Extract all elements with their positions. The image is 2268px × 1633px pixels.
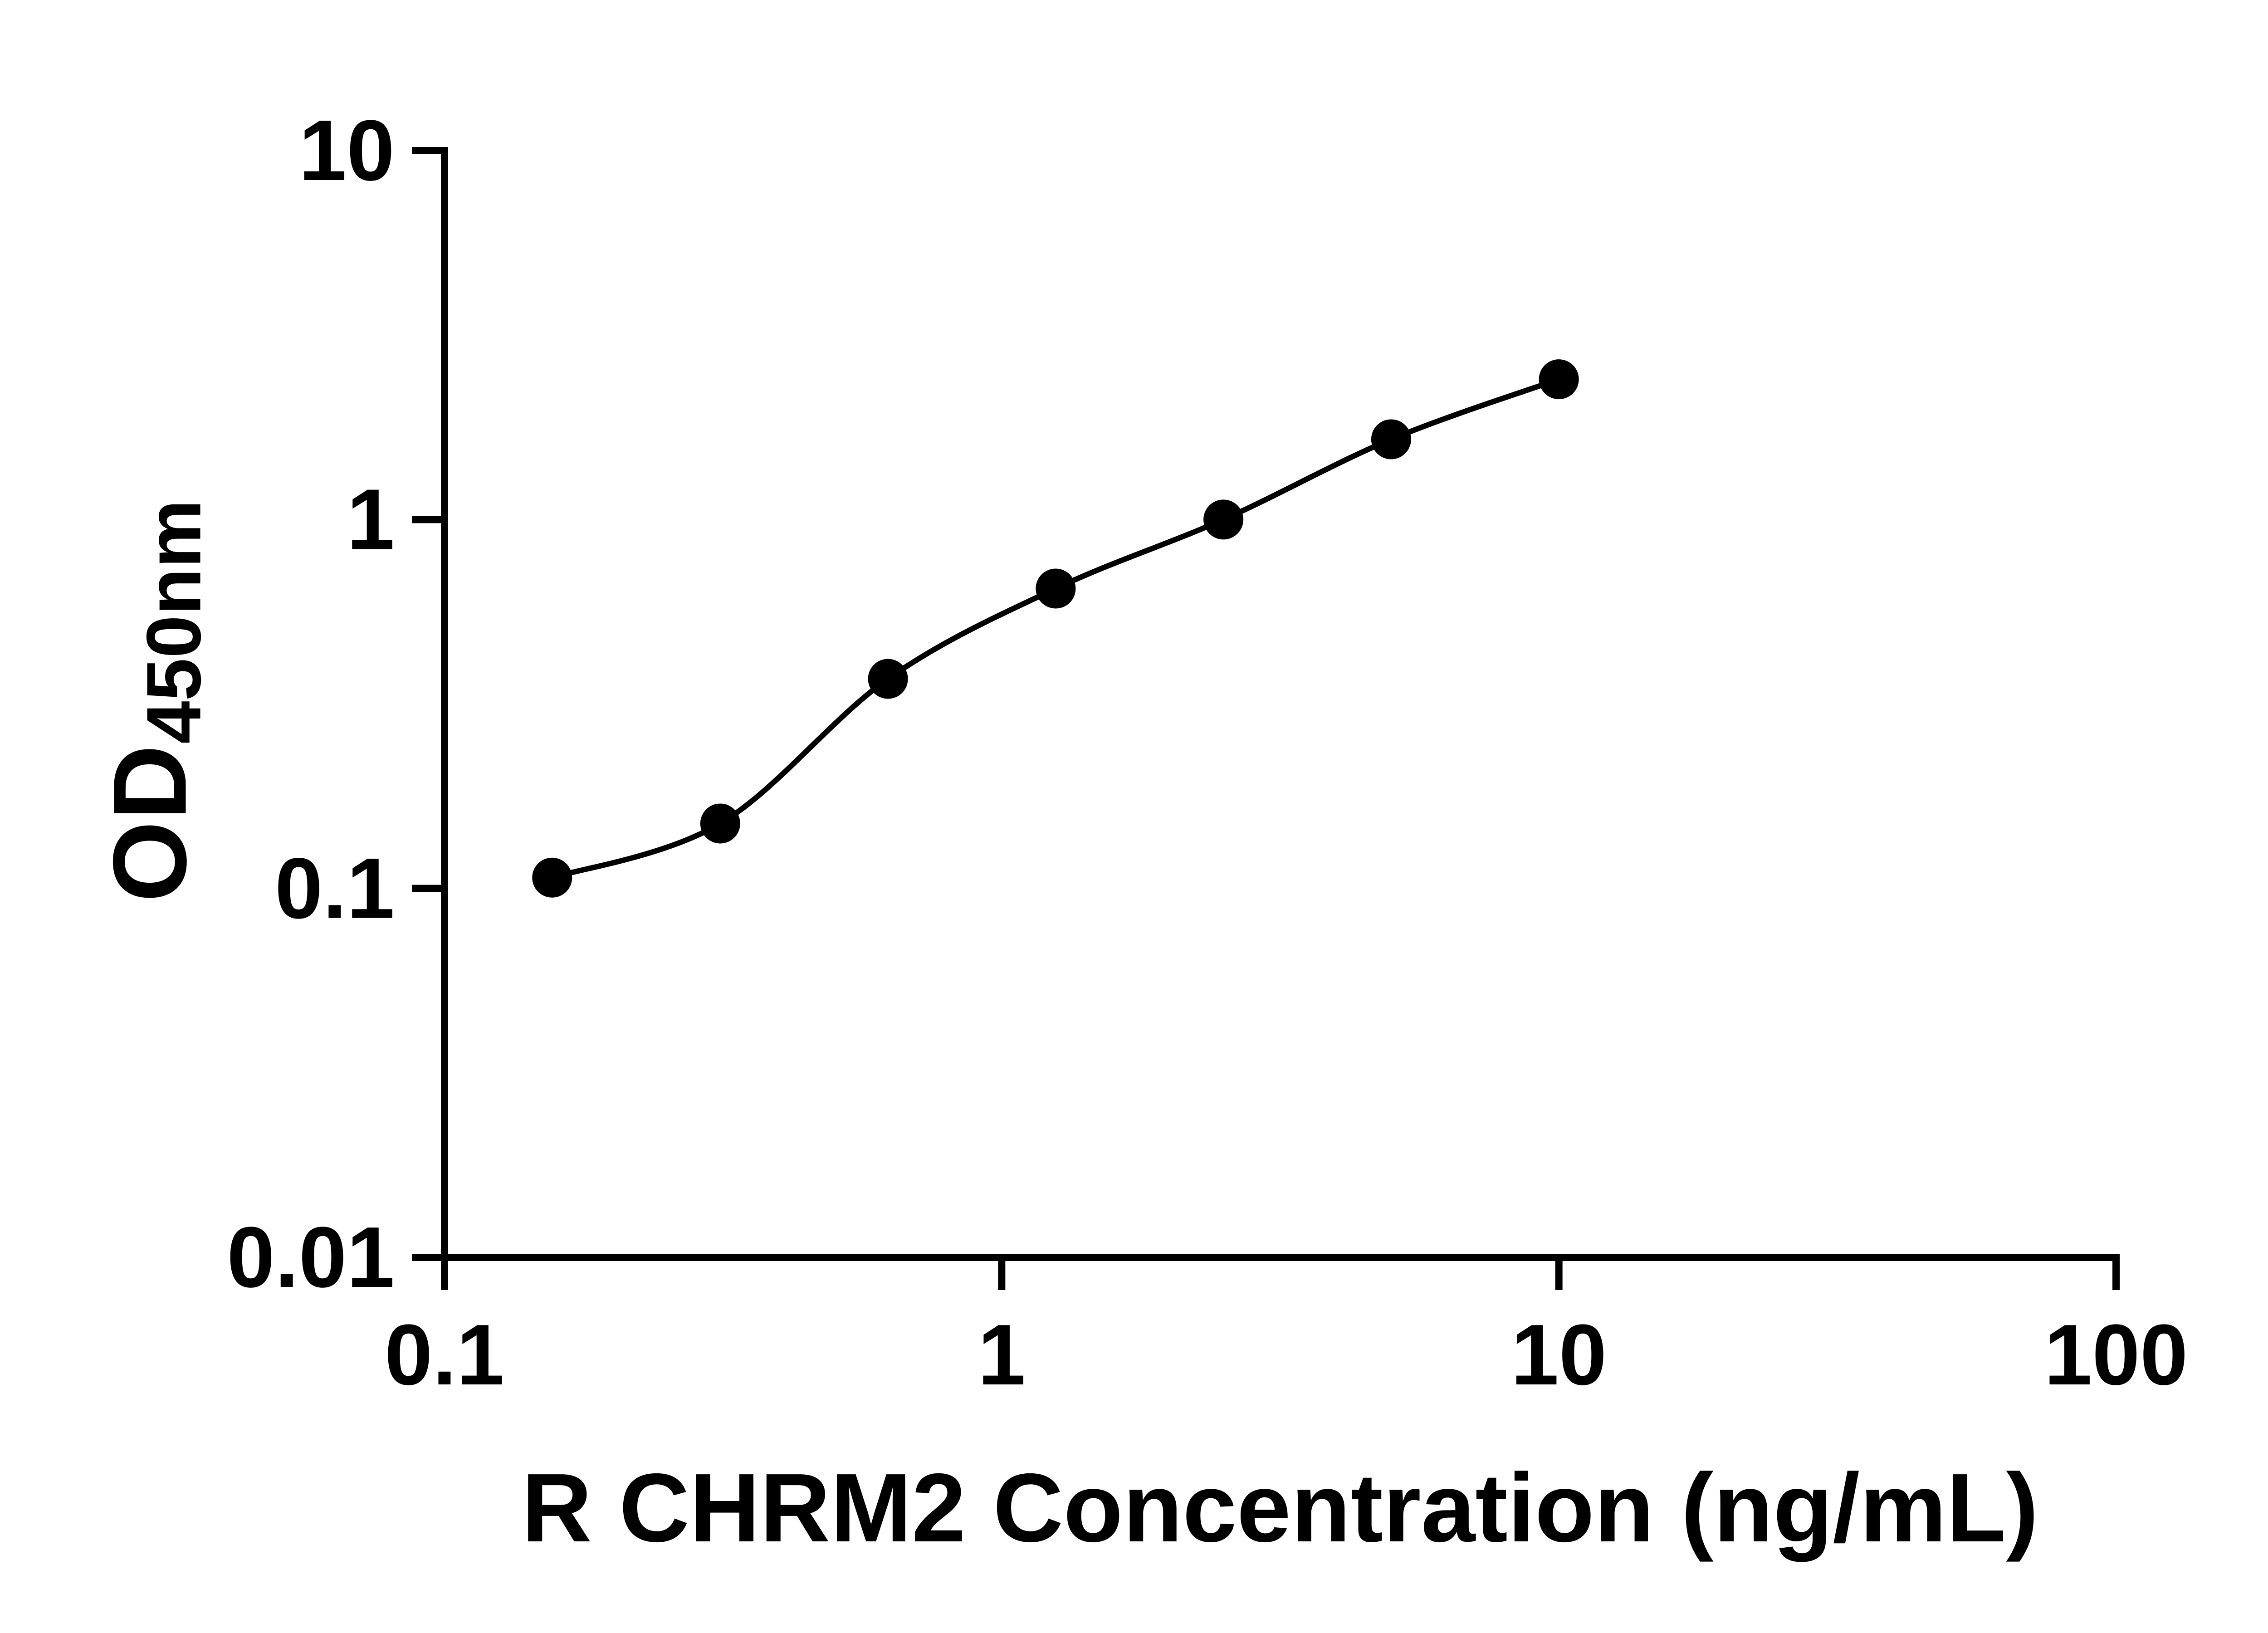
data-point-marker <box>868 659 908 699</box>
y-tick-label: 0.1 <box>275 841 395 937</box>
data-point-marker <box>1539 359 1579 400</box>
y-tick-label: 10 <box>299 103 395 199</box>
axes-frame <box>441 147 2120 1261</box>
x-tick-label: 10 <box>1511 1307 1607 1403</box>
y-tick-label: 0.01 <box>227 1209 395 1305</box>
data-point-marker <box>532 857 572 898</box>
y-tick-label: 1 <box>347 471 395 567</box>
y-axis-title-subscript: 450nm <box>131 499 217 744</box>
data-point-marker <box>1371 419 1411 460</box>
y-axis-title: OD450nm <box>90 499 217 902</box>
x-tick-label: 0.1 <box>385 1307 504 1403</box>
x-tick-label: 1 <box>978 1307 1026 1403</box>
data-point-marker <box>1036 568 1076 609</box>
x-axis-title: R CHRM2 Concentration (ng/mL) <box>521 1453 2039 1562</box>
data-point-marker <box>700 803 740 844</box>
x-tick-label: 100 <box>2044 1307 2188 1403</box>
y-axis-title-base: OD <box>91 743 208 902</box>
fitted-curve <box>549 376 1562 880</box>
data-point-marker <box>1203 499 1244 540</box>
